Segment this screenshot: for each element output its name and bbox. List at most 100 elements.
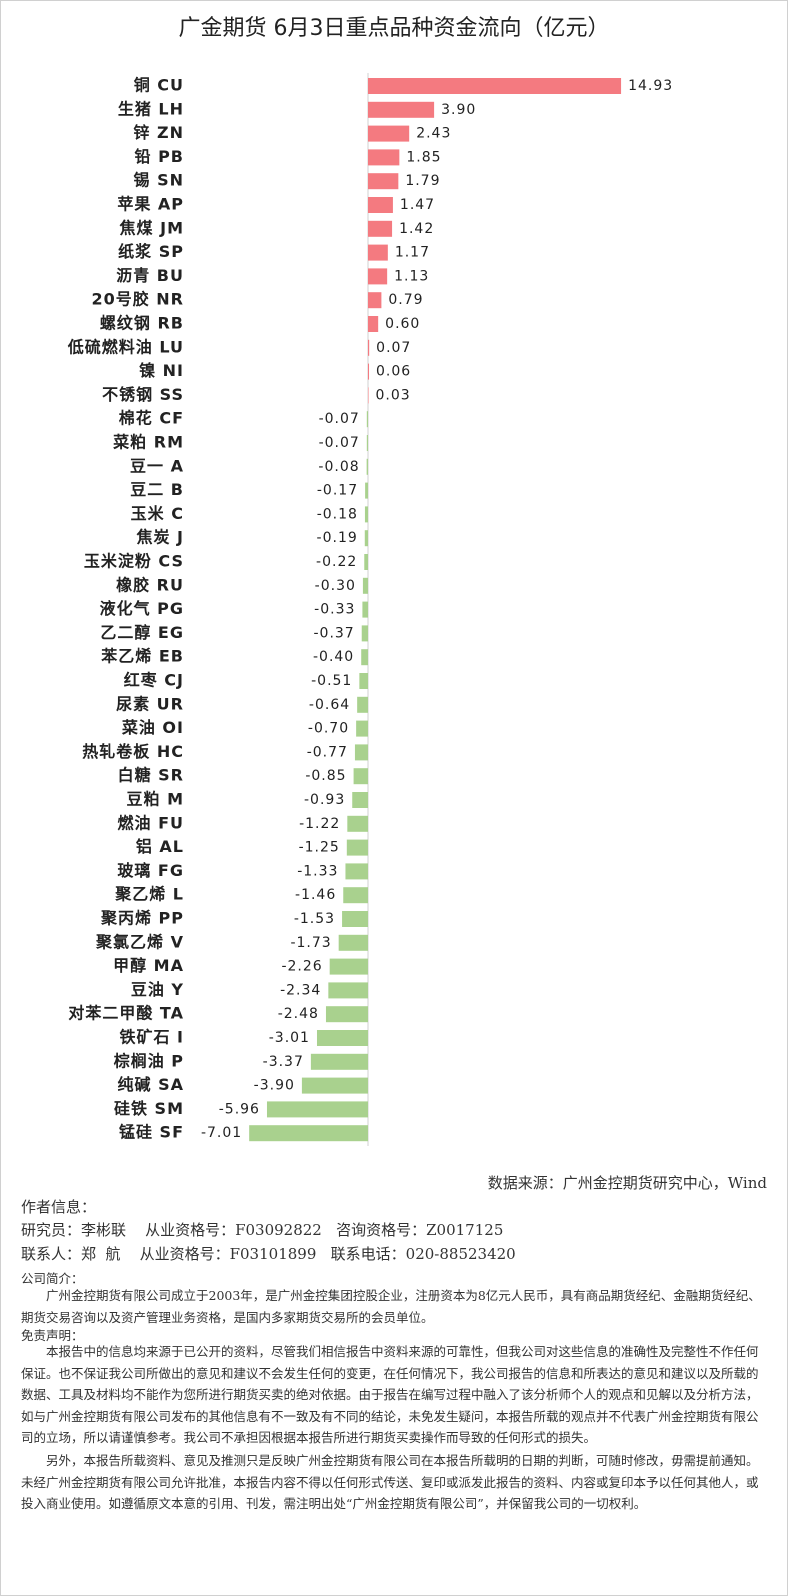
value-label: 3.90 — [441, 102, 476, 118]
value-label: 0.06 — [376, 364, 411, 380]
value-label: 1.85 — [406, 149, 441, 165]
value-label: -1.25 — [299, 840, 340, 856]
bar — [362, 601, 368, 618]
value-label: -2.48 — [278, 1006, 319, 1022]
category-label: 20号胶 NR — [91, 290, 184, 309]
contact: 联系人：郑 航 从业资格号：F03101899 联系电话：020-8852342… — [21, 1245, 516, 1263]
value-label: -0.07 — [319, 435, 360, 451]
intro-heading: 公司简介： — [21, 1271, 84, 1286]
value-label: 1.13 — [394, 268, 429, 284]
category-label: 燃油 FU — [118, 813, 185, 832]
bar — [352, 792, 368, 808]
intro: 广州金控期货有限公司成立于2003年，是广州金控集团控股企业，注册资本为8亿元人… — [21, 1288, 761, 1325]
value-label: 14.93 — [628, 78, 673, 94]
bar — [366, 458, 368, 475]
disclaimer: 另外，本报告所载资料、意见及推测只是反映广州金控期货有限公司在本报告所载明的日期… — [21, 1453, 759, 1512]
category-label: 苯乙烯 EB — [100, 647, 184, 666]
category-label: 镍 NI — [139, 361, 184, 380]
category-label: 锰硅 SF — [119, 1123, 184, 1142]
value-label: 0.03 — [376, 387, 411, 403]
category-label: 聚丙烯 PP — [100, 909, 184, 928]
value-label: -3.90 — [254, 1078, 295, 1094]
value-label: 0.79 — [388, 292, 423, 308]
bar — [353, 768, 368, 785]
value-label: -0.51 — [311, 673, 352, 689]
value-label: 1.17 — [395, 245, 430, 261]
value-label: -1.73 — [290, 935, 331, 951]
value-label: -0.77 — [307, 744, 348, 760]
category-label: 聚氯乙烯 V — [95, 932, 184, 951]
value-label: -0.40 — [313, 649, 354, 665]
bar — [368, 173, 399, 190]
bar — [325, 1006, 368, 1023]
bar — [345, 863, 368, 880]
bar — [368, 244, 388, 261]
category-label: 锌 ZN — [133, 123, 184, 142]
bar — [346, 839, 368, 856]
value-label: -0.37 — [313, 625, 354, 641]
value-label: -1.53 — [294, 911, 335, 927]
bar — [368, 101, 435, 118]
value-label: -1.22 — [299, 816, 340, 832]
value-label: -0.22 — [316, 554, 357, 570]
category-label: 对苯二甲酸 TA — [68, 1004, 184, 1023]
value-label: 1.42 — [399, 221, 434, 237]
category-label: 螺纹钢 RB — [100, 314, 184, 333]
bar — [368, 268, 388, 285]
researcher: 研究员：李彬联 从业资格号：F03092822 咨询资格号：Z0017125 — [21, 1221, 504, 1239]
value-label: 1.47 — [400, 197, 435, 213]
bar — [347, 815, 368, 832]
bar — [343, 887, 368, 904]
bar — [366, 435, 368, 451]
category-label: 纯碱 SA — [118, 1075, 184, 1094]
value-label: -5.96 — [219, 1101, 260, 1117]
category-label: 玻璃 FG — [117, 861, 184, 880]
category-label: 不锈钢 SS — [102, 385, 184, 404]
value-label: -2.26 — [281, 959, 322, 975]
bar — [329, 958, 368, 975]
value-label: -3.01 — [269, 1030, 310, 1046]
value-label: -1.46 — [295, 887, 336, 903]
category-label: 菜油 OI — [121, 718, 184, 737]
value-label: 2.43 — [416, 126, 451, 142]
category-label: 红枣 CJ — [124, 671, 184, 690]
category-label: 橡胶 RU — [116, 575, 184, 594]
bar — [266, 1101, 368, 1118]
bar — [362, 577, 368, 594]
bar — [368, 220, 393, 237]
bar — [364, 506, 368, 523]
bar — [368, 316, 379, 332]
bar — [364, 554, 368, 570]
category-label: 棉花 CF — [119, 409, 184, 428]
bar — [338, 934, 368, 951]
value-label: -2.34 — [280, 982, 321, 998]
value-label: -0.33 — [314, 602, 355, 618]
bar — [364, 530, 368, 547]
category-label: 豆油 Y — [131, 980, 184, 999]
category-label: 硅铁 SM — [114, 1099, 184, 1118]
value-label: -3.37 — [263, 1054, 304, 1070]
bar — [368, 197, 393, 213]
bar — [357, 696, 368, 713]
category-label: 焦煤 JM — [119, 218, 184, 237]
bar — [328, 982, 368, 999]
bar — [368, 78, 622, 94]
category-label: 豆一 A — [130, 456, 184, 475]
category-label: 苹果 AP — [117, 195, 184, 214]
value-label: 0.07 — [376, 340, 411, 356]
bar — [310, 1053, 368, 1070]
category-label: 尿素 UR — [116, 694, 184, 713]
chart-title: 广金期货 6月3日重点品种资金流向（亿元） — [179, 16, 610, 41]
category-label: 沥青 BU — [116, 266, 184, 285]
value-label: -0.17 — [317, 483, 358, 499]
category-label: 铁矿石 I — [119, 1028, 184, 1047]
value-label: -0.07 — [319, 411, 360, 427]
source: 数据来源：广州金控期货研究中心，Wind — [487, 1174, 767, 1192]
value-label: -0.64 — [309, 697, 350, 713]
value-label: 0.60 — [385, 316, 420, 332]
value-label: -0.18 — [317, 506, 358, 522]
category-label: 铅 PB — [135, 147, 185, 166]
bar — [361, 649, 368, 666]
bar — [342, 911, 368, 927]
chart: 广金期货 6月3日重点品种资金流向（亿元） 铜 CU 14.93 生猪 LH 3.90… — [67, 16, 673, 1146]
